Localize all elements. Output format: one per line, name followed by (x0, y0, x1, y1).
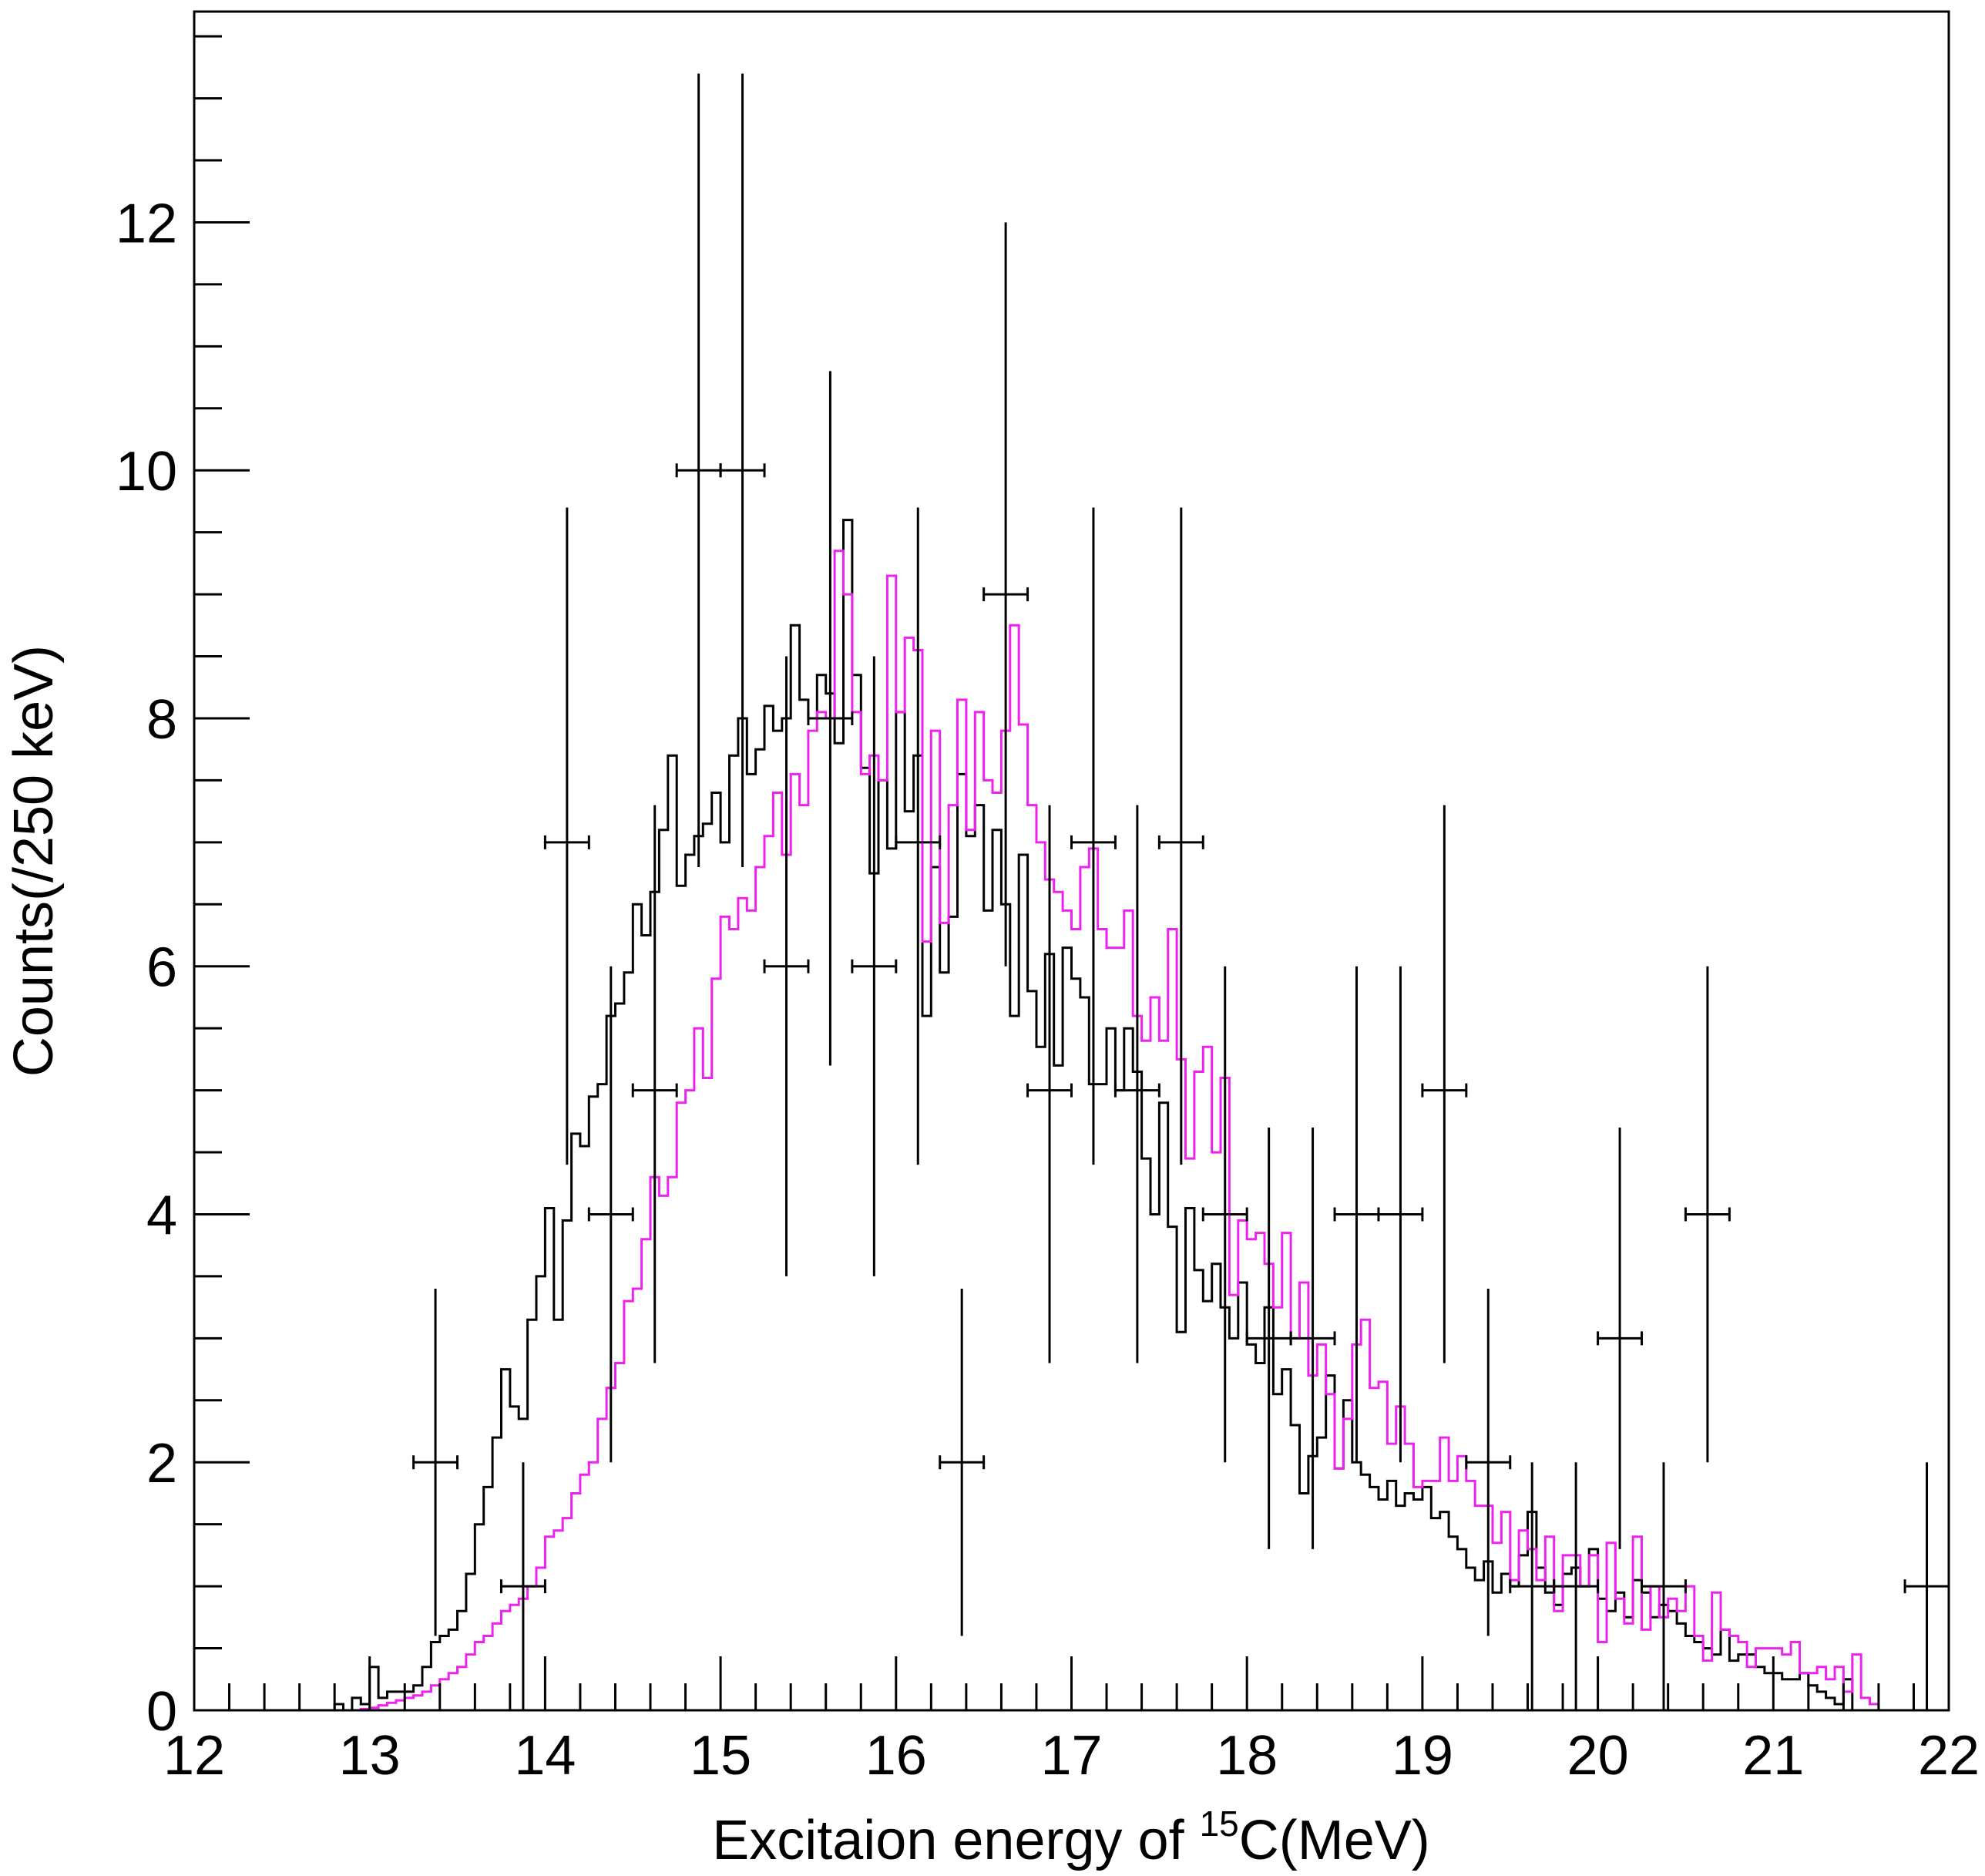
y-axis-tick-labels: 0 2 4 6 8 10 12 (116, 193, 177, 1743)
data-points (412, 73, 1950, 1710)
magenta-histogram (194, 550, 1888, 1712)
x-axis-label-tail: C(MeV) (1239, 1810, 1430, 1871)
data-point (763, 656, 810, 1276)
data-point (1684, 966, 1731, 1463)
data-point (587, 966, 634, 1463)
x-tick-label: 18 (1216, 1725, 1278, 1787)
y-tick-label: 4 (146, 1185, 177, 1246)
data-point (807, 371, 854, 1066)
data-point (1201, 966, 1248, 1463)
x-tick-label: 12 (163, 1725, 225, 1787)
x-tick-label: 13 (339, 1725, 401, 1787)
data-point (1157, 507, 1204, 1165)
data-point (1421, 805, 1468, 1363)
data-point (1641, 1462, 1687, 1710)
y-tick-label: 12 (116, 193, 177, 254)
x-axis-label: Excitaion energy of 15C(MeV) (712, 1804, 1430, 1871)
x-axis-ticks (193, 1656, 1950, 1710)
y-tick-label: 10 (116, 441, 177, 503)
data-point (982, 222, 1029, 967)
x-axis-label-superscript: 15 (1200, 1804, 1239, 1844)
data-point (1597, 1127, 1644, 1549)
data-point (1070, 507, 1117, 1165)
data-point (939, 1289, 986, 1636)
x-tick-label: 21 (1742, 1725, 1804, 1787)
y-tick-label: 2 (146, 1433, 177, 1494)
data-point (631, 805, 678, 1363)
y-tick-label: 8 (146, 689, 177, 751)
data-point (895, 507, 942, 1165)
y-axis-ticks (194, 35, 250, 1712)
data-point (1289, 1127, 1336, 1549)
data-point (499, 1462, 546, 1710)
x-tick-label: 17 (1040, 1725, 1102, 1787)
x-tick-label: 20 (1567, 1725, 1629, 1787)
x-tick-label: 22 (1918, 1725, 1980, 1787)
y-tick-label: 0 (146, 1681, 177, 1743)
data-point (1465, 1289, 1512, 1636)
data-point (412, 1289, 459, 1636)
x-tick-label: 16 (865, 1725, 927, 1787)
y-tick-label: 6 (146, 937, 177, 999)
data-point (1026, 805, 1073, 1363)
data-point (543, 507, 590, 1165)
x-tick-label: 14 (514, 1725, 576, 1787)
data-point (851, 656, 898, 1276)
x-tick-label: 19 (1392, 1725, 1453, 1787)
x-tick-label: 15 (690, 1725, 751, 1787)
data-point (1113, 805, 1160, 1363)
y-axis-label: Counts(/250 keV) (3, 645, 65, 1077)
x-axis-label-main: Excitaion energy of (712, 1810, 1199, 1871)
data-point (1553, 1462, 1600, 1710)
data-point (1377, 966, 1424, 1463)
x-axis-tick-labels: 12 13 14 15 16 17 18 19 20 21 22 (163, 1725, 1980, 1787)
magenta-histogram-line (194, 550, 1888, 1712)
data-point (719, 73, 766, 868)
data-point (675, 73, 722, 868)
